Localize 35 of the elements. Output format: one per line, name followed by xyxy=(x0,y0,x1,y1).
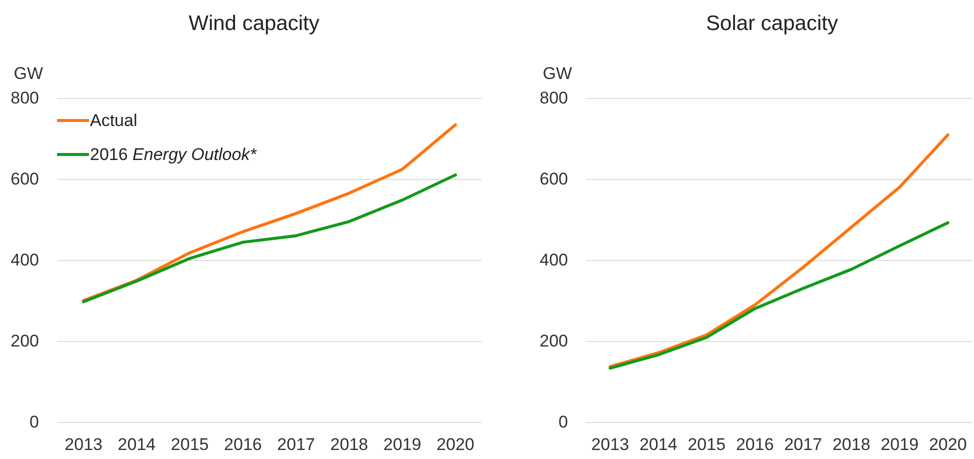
x-tick-label: 2013 xyxy=(591,435,630,454)
y-tick-label: 600 xyxy=(540,170,568,188)
y-tick-label: 200 xyxy=(10,332,39,350)
line-series xyxy=(608,221,950,370)
y-tick-label: 600 xyxy=(10,170,39,188)
y-tick-label: 400 xyxy=(540,250,568,270)
y-tick-label: 400 xyxy=(10,250,39,270)
y-tick-label: 0 xyxy=(558,412,568,432)
y-tick-label: 0 xyxy=(30,412,39,432)
x-tick-label: 2017 xyxy=(784,435,822,454)
x-tick-label: 2013 xyxy=(64,435,102,454)
x-tick-label: 2014 xyxy=(639,435,678,454)
line-series xyxy=(82,173,457,304)
line-series xyxy=(608,133,950,368)
chart-title: Wind capacity xyxy=(188,12,320,35)
x-tick-label: 2019 xyxy=(383,435,422,454)
chart-title: Solar capacity xyxy=(706,12,838,35)
y-tick-label: 800 xyxy=(10,88,39,108)
x-tick-label: 2017 xyxy=(277,435,315,454)
x-tick-label: 2020 xyxy=(928,435,967,454)
x-tick-label: 2018 xyxy=(832,435,870,454)
legend-label: Actual xyxy=(90,111,138,130)
x-tick-label: 2016 xyxy=(736,435,774,454)
x-tick-label: 2014 xyxy=(118,435,156,454)
x-tick-label: 2018 xyxy=(330,435,368,454)
y-tick-label: 200 xyxy=(540,332,568,350)
x-tick-label: 2015 xyxy=(688,435,726,454)
y-axis-title: GW xyxy=(542,64,572,83)
y-axis-title: GW xyxy=(14,64,43,83)
x-tick-label: 2019 xyxy=(880,435,919,454)
x-tick-label: 2016 xyxy=(224,435,262,454)
x-tick-label: 2020 xyxy=(436,435,474,454)
legend-label: 2016 Energy Outlook* xyxy=(90,145,258,164)
y-tick-label: 800 xyxy=(540,88,568,108)
x-tick-label: 2015 xyxy=(170,435,209,454)
